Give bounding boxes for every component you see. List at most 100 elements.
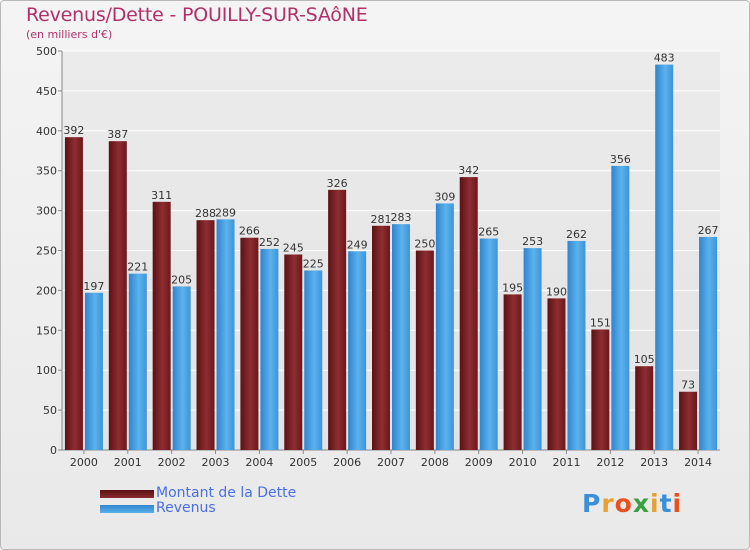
bar-revenus [84,292,103,450]
data-label-dette: 311 [151,189,172,202]
bar-dette [152,201,171,450]
bar-dette [459,177,478,451]
logo-letter: x [632,489,650,518]
data-label-dette: 266 [239,225,260,238]
bar-revenus [567,240,586,450]
y-tick-label: 400 [36,125,57,138]
bar-revenus [260,248,279,450]
data-label-revenus: 267 [698,224,719,237]
data-label-revenus: 253 [522,235,543,248]
legend-label-dette: Montant de la Dette [156,485,297,501]
proxiti-logo: Proxiti [582,489,682,518]
chart-subtitle: (en milliers d'€) [26,28,113,41]
y-tick-label: 350 [36,165,57,178]
bar-dette [415,250,434,450]
data-label-dette: 245 [283,241,304,254]
data-label-revenus: 249 [347,238,368,251]
data-label-dette: 73 [681,379,695,392]
x-tick-label: 2014 [684,456,712,469]
bar-dette [679,391,698,450]
bar-dette [635,366,654,450]
y-tick-label: 200 [36,284,57,297]
x-tick-label: 2004 [245,456,273,469]
bar-dette [591,329,610,450]
data-label-dette: 105 [634,353,655,366]
bar-dette [196,220,215,450]
bar-revenus [655,64,674,450]
y-tick-label: 250 [36,245,57,258]
bar-dette [372,225,390,450]
data-label-revenus: 483 [654,52,675,65]
data-label-revenus: 289 [215,206,236,219]
bar-revenus [128,273,147,450]
legend: Montant de la Dette Revenus [100,486,296,516]
bar-dette [328,189,347,451]
bar-revenus [392,224,410,450]
data-label-dette: 195 [502,281,523,294]
y-tick-label: 450 [36,85,57,98]
bar-revenus [216,219,235,450]
data-label-revenus: 356 [610,153,631,166]
x-tick-label: 2009 [465,456,493,469]
x-tick-label: 2012 [596,456,624,469]
bar-revenus [304,270,323,450]
bar-dette [64,137,83,450]
data-label-dette: 288 [195,207,216,220]
logo-letter: o [614,489,633,518]
x-tick-label: 2008 [421,456,449,469]
data-label-revenus: 252 [259,236,280,249]
legend-swatch-dette [100,489,154,498]
bar-dette [503,294,522,450]
legend-swatch-revenus [100,504,154,513]
bar-revenus [699,236,718,450]
x-tick-label: 2007 [377,456,405,469]
data-label-dette: 250 [414,238,435,251]
legend-item-revenus: Revenus [100,501,296,516]
data-label-dette: 281 [371,213,392,226]
bar-revenus [479,238,498,450]
y-tick-label: 50 [43,404,57,417]
data-label-revenus: 225 [303,257,324,270]
data-label-revenus: 221 [127,261,148,274]
logo-letter: i [672,489,683,518]
legend-label-revenus: Revenus [156,500,216,516]
y-tick-label: 300 [36,205,57,218]
data-label-revenus: 262 [566,228,587,241]
data-label-dette: 151 [590,317,611,330]
data-label-dette: 387 [107,128,128,141]
x-tick-label: 2005 [289,456,317,469]
bar-revenus [611,165,630,451]
data-label-dette: 392 [63,124,84,137]
bar-dette [547,298,566,450]
data-label-dette: 342 [458,164,479,177]
x-tick-label: 2000 [70,456,98,469]
data-label-revenus: 283 [391,211,412,224]
x-tick-label: 2003 [202,456,230,469]
chart-title: Revenus/Dette - POUILLY-SUR-SAôNE [26,4,368,26]
x-tick-label: 2002 [158,456,186,469]
bar-revenus [348,251,367,450]
data-label-dette: 190 [546,285,567,298]
bar-dette [108,141,127,450]
x-tick-label: 2013 [640,456,668,469]
x-tick-label: 2010 [509,456,537,469]
data-label-dette: 326 [327,177,348,190]
bar-dette [284,254,303,450]
x-tick-label: 2011 [552,456,580,469]
legend-item-dette: Montant de la Dette [100,486,296,501]
y-tick-label: 150 [36,324,57,337]
y-tick-label: 500 [36,45,57,58]
logo-letter: P [582,489,602,518]
bar-revenus [435,203,454,450]
y-tick-label: 100 [36,364,57,377]
bar-revenus [172,286,191,450]
logo-letter: r [601,489,615,518]
logo-letter: t [659,489,673,518]
data-label-revenus: 205 [171,273,192,286]
logo-letter: i [650,489,660,518]
x-tick-label: 2006 [333,456,361,469]
y-tick-label: 0 [50,444,57,457]
x-tick-label: 2001 [114,456,142,469]
bar-dette [240,237,259,450]
